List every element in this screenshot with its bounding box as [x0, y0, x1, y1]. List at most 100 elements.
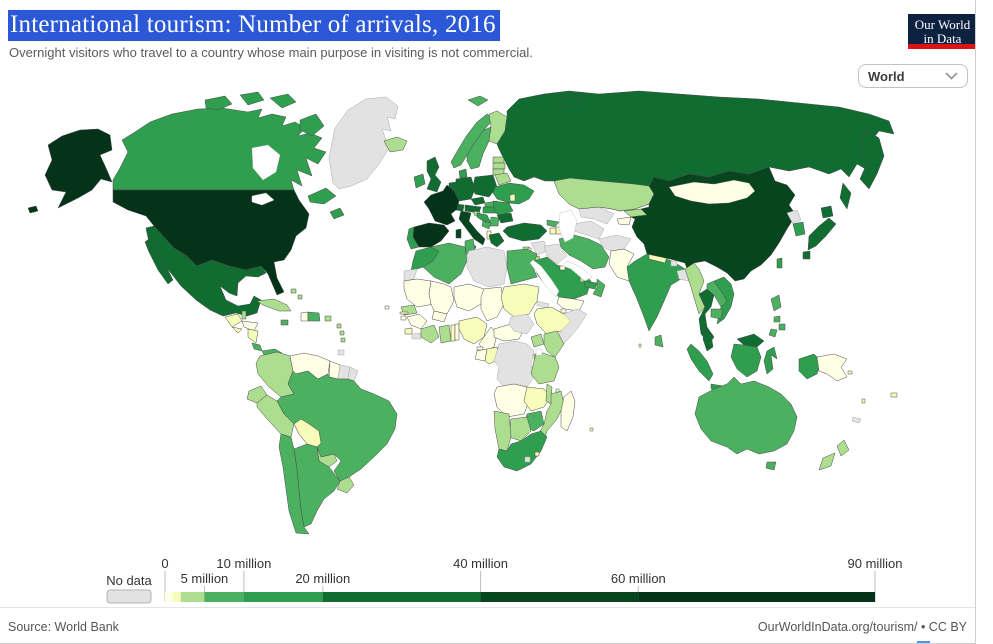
- country-moldova[interactable]: [509, 193, 516, 202]
- country-oman[interactable]: [592, 278, 606, 298]
- country-ukraine[interactable]: [492, 182, 535, 205]
- country-comoros[interactable]: [555, 388, 560, 393]
- map-legend[interactable]: No data 0 10 million 40 million 90 million 5 …: [100, 552, 910, 610]
- country-peru[interactable]: [256, 394, 295, 438]
- country-vietnam[interactable]: [713, 276, 735, 325]
- country-indonesia[interactable]: [798, 353, 822, 380]
- country-tanzania[interactable]: [530, 350, 560, 385]
- country-equatorial-guinea[interactable]: [476, 346, 484, 351]
- country-united-arab-emirates[interactable]: [583, 280, 598, 290]
- country-mexico[interactable]: [145, 225, 267, 317]
- country-belarus[interactable]: [494, 172, 512, 186]
- country-el-salvador[interactable]: [231, 326, 243, 334]
- country-armenia[interactable]: [549, 227, 557, 235]
- country-fiji[interactable]: [890, 392, 898, 398]
- country-iraq[interactable]: [543, 243, 568, 265]
- country-united-states[interactable]: [27, 205, 39, 214]
- country-new-zealand[interactable]: [836, 439, 850, 457]
- country-romania[interactable]: [492, 200, 514, 216]
- country-dominican-republic[interactable]: [307, 311, 321, 322]
- country-costa-rica[interactable]: [251, 342, 263, 352]
- country-russia[interactable]: [557, 94, 585, 108]
- country-japan[interactable]: [807, 217, 837, 251]
- country-sweden[interactable]: [466, 126, 492, 170]
- legend-bin-40-60m[interactable]: [480, 592, 639, 602]
- country-philippines[interactable]: [768, 328, 778, 338]
- country-bahamas[interactable]: [290, 288, 297, 294]
- legend-bin-1-2m[interactable]: [172, 592, 181, 602]
- legend-bin-10-20m[interactable]: [243, 592, 323, 602]
- country-sierra-leone[interactable]: [404, 327, 413, 335]
- country-united-states[interactable]: [44, 128, 113, 209]
- country-mongolia[interactable]: [668, 179, 756, 205]
- country-australia[interactable]: [765, 461, 777, 471]
- country-zambia[interactable]: [523, 386, 552, 412]
- country-serbia[interactable]: [489, 216, 500, 227]
- country-jamaica[interactable]: [280, 319, 289, 326]
- entity-select-dropdown[interactable]: World: [858, 64, 968, 88]
- country-malaysia[interactable]: [702, 328, 714, 352]
- country-egypt[interactable]: [506, 248, 538, 285]
- country-iceland[interactable]: [383, 136, 408, 153]
- country-denmark[interactable]: [458, 168, 468, 179]
- country-greenland[interactable]: [328, 96, 399, 190]
- country-bolivia[interactable]: [293, 418, 322, 448]
- country-taiwan[interactable]: [776, 257, 783, 269]
- country-burkina-faso[interactable]: [431, 310, 448, 323]
- legend-bin-5-10m[interactable]: [204, 592, 244, 602]
- country-bhutan[interactable]: [670, 260, 678, 267]
- country-new-zealand[interactable]: [818, 452, 836, 471]
- country-bosnia-and-herzegovina[interactable]: [481, 220, 492, 230]
- country-south-africa[interactable]: [496, 430, 548, 472]
- country-estonia[interactable]: [492, 156, 505, 164]
- country-norway[interactable]: [467, 95, 489, 107]
- legend-bin-60-90m[interactable]: [638, 592, 875, 602]
- legend-bin-0-1m[interactable]: [165, 592, 173, 602]
- country-lesser-antilles[interactable]: [336, 323, 342, 329]
- country-indonesia[interactable]: [730, 343, 762, 378]
- legend-bin-2-5m[interactable]: [180, 592, 205, 602]
- country-eswatini[interactable]: [534, 451, 540, 457]
- country-indonesia[interactable]: [763, 346, 778, 375]
- country-haiti[interactable]: [300, 311, 309, 322]
- country-australia[interactable]: [694, 376, 798, 455]
- country-trinidad-and-tobago[interactable]: [337, 349, 345, 356]
- country-maldives[interactable]: [638, 343, 642, 348]
- country-namibia[interactable]: [493, 410, 512, 452]
- country-sri-lanka[interactable]: [654, 334, 664, 348]
- country-lesser-antilles[interactable]: [339, 330, 345, 336]
- country-philippines[interactable]: [773, 315, 781, 323]
- country-canada[interactable]: [269, 93, 297, 109]
- country-canada[interactable]: [307, 187, 337, 205]
- country-canada[interactable]: [329, 207, 345, 220]
- country-spain[interactable]: [412, 222, 450, 248]
- country-puerto-rico[interactable]: [324, 315, 332, 322]
- country-japan[interactable]: [820, 205, 834, 219]
- country-mali[interactable]: [428, 280, 455, 315]
- country-italy[interactable]: [458, 210, 486, 246]
- country-bulgaria[interactable]: [496, 212, 514, 224]
- country-bahamas[interactable]: [297, 294, 303, 300]
- country-italy[interactable]: [455, 228, 462, 239]
- country-portugal[interactable]: [406, 226, 420, 250]
- country-japan[interactable]: [802, 250, 811, 260]
- country-madagascar[interactable]: [560, 390, 576, 432]
- country-uruguay[interactable]: [336, 476, 355, 494]
- country-niger[interactable]: [453, 283, 485, 312]
- country-lesser-antilles[interactable]: [340, 337, 346, 343]
- country-solomon-islands[interactable]: [847, 370, 853, 375]
- country-cambodia[interactable]: [710, 308, 724, 320]
- country-nicaragua[interactable]: [247, 328, 259, 344]
- country-guinea-bissau[interactable]: [400, 315, 407, 321]
- country-chad[interactable]: [480, 286, 505, 322]
- country-tajikistan[interactable]: [616, 216, 632, 226]
- country-canada[interactable]: [112, 107, 327, 191]
- country-ghana[interactable]: [438, 324, 452, 344]
- country-georgia[interactable]: [546, 219, 560, 228]
- country-vanuatu[interactable]: [861, 398, 866, 404]
- country-guinea[interactable]: [406, 313, 428, 330]
- country-indonesia[interactable]: [686, 343, 714, 382]
- country-norway[interactable]: [450, 113, 495, 169]
- country-liberia[interactable]: [411, 332, 422, 340]
